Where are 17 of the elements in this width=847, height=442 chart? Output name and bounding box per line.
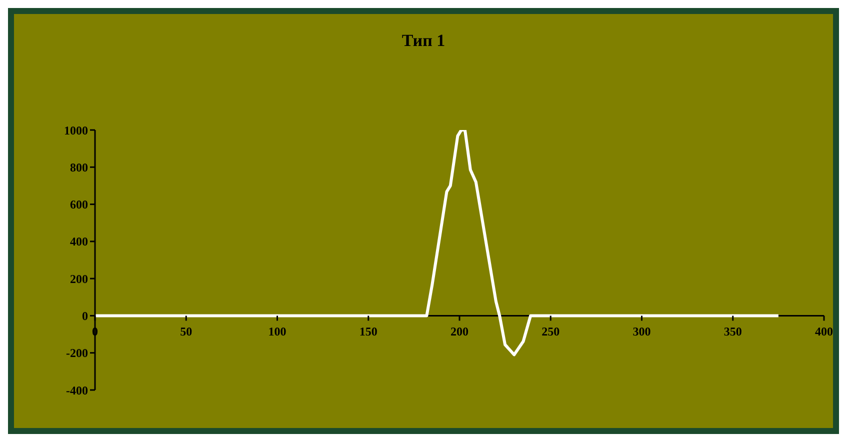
x-tick-label: 50: [180, 324, 192, 339]
x-tick-label: 400: [815, 324, 833, 339]
x-tick-label: 350: [724, 324, 742, 339]
y-tick-label: 200: [70, 272, 88, 286]
y-tick-label: -400: [66, 383, 88, 398]
y-tick-label: 0: [82, 308, 88, 323]
y-tick-label: 400: [70, 234, 88, 249]
y-tick-label: 1000: [64, 123, 88, 138]
x-tick-label: 200: [450, 324, 468, 339]
x-tick-label: 100: [268, 324, 286, 339]
chart-title: Тип 1: [402, 31, 446, 50]
y-tick-label: -200: [66, 346, 88, 360]
y-tick-label: 800: [70, 160, 88, 174]
x-tick-label: 300: [632, 324, 651, 339]
x-tick-label: 250: [542, 324, 560, 339]
x-tick-label: 150: [359, 324, 378, 339]
y-tick-label: 600: [70, 198, 88, 212]
